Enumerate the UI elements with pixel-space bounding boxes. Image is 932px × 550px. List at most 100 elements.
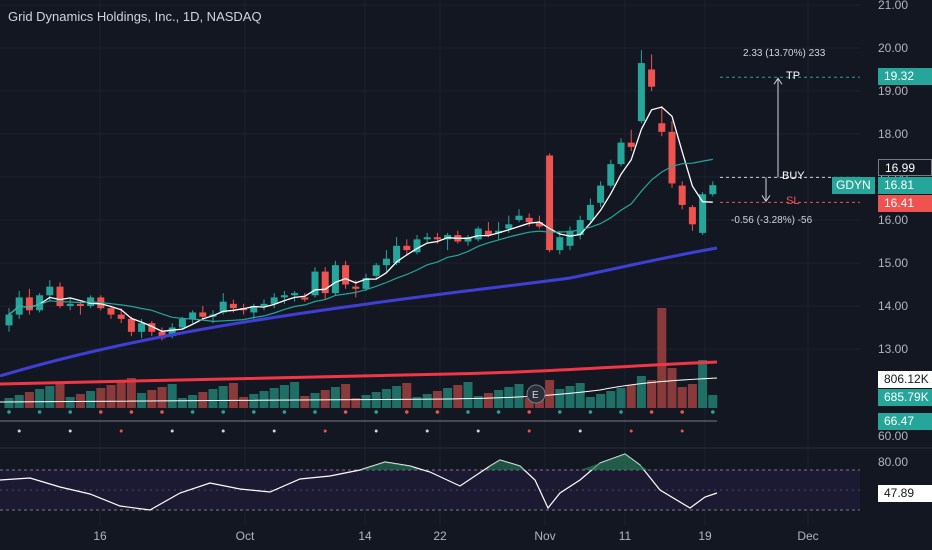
candle: [566, 230, 574, 246]
candle: [148, 323, 156, 332]
signal-dot-lower: [629, 429, 633, 433]
candle: [484, 230, 492, 236]
candle: [403, 245, 411, 251]
buy-label: BUY: [782, 170, 805, 182]
volume-bar: [494, 390, 504, 408]
candle: [76, 303, 84, 306]
volume-bar: [443, 388, 453, 408]
candle: [576, 220, 584, 236]
signal-dot-lower: [578, 429, 582, 433]
time-tick-label: Nov: [534, 529, 555, 543]
time-tick-label: Oct: [236, 529, 255, 543]
volume-bar: [167, 384, 177, 408]
volume-bar: [596, 394, 606, 408]
candle: [127, 318, 135, 332]
signal-dot: [588, 410, 593, 414]
signal-dot-lower: [221, 429, 225, 433]
sl-arrow-head: [761, 195, 771, 203]
candle: [678, 185, 686, 205]
candle: [311, 271, 319, 296]
volume-bar: [310, 393, 320, 408]
candle: [556, 237, 564, 251]
chart-title: Grid Dynamics Holdings, Inc., 1D, NASDAQ: [8, 9, 262, 24]
volume-label-1: 806.12K: [878, 371, 932, 388]
volume-bar: [24, 392, 34, 408]
rsi-pane: 80.00 60.00: [0, 429, 932, 511]
earnings-marker: [526, 384, 546, 404]
oscillator-tick-label: 80.00: [878, 455, 908, 469]
volume-bars: E: [0, 308, 718, 433]
price-tick-label: 19.00: [878, 84, 908, 98]
signal-dot: [711, 410, 715, 414]
candle: [36, 295, 44, 311]
signal-dot: [313, 410, 317, 414]
sl-label: SL: [786, 195, 800, 207]
volume-bar: [86, 391, 96, 408]
volume-bar: [545, 380, 555, 408]
candle: [352, 286, 360, 289]
volume-bar: [188, 395, 198, 408]
candle: [433, 237, 441, 240]
volume-bar: [96, 388, 106, 408]
tp-price-label: 19.32: [878, 68, 932, 85]
time-tick-label: 14: [358, 529, 372, 543]
volume-bar: [473, 396, 483, 408]
candle: [627, 142, 635, 147]
candle: [219, 301, 227, 313]
ma-fast-line: [8, 106, 713, 332]
candle: [688, 207, 696, 225]
signal-dot-lower: [323, 429, 327, 433]
candle: [331, 265, 339, 294]
volume-bar: [269, 388, 279, 408]
signal-dot: [435, 410, 440, 414]
volume-bar: [422, 394, 432, 408]
candle: [5, 314, 13, 326]
volume-bar: [208, 389, 218, 408]
rsi-overbought-fill: [486, 460, 525, 470]
volume-bar: [218, 386, 228, 408]
candle: [362, 278, 370, 289]
volume-bar: [45, 386, 55, 408]
candle: [280, 295, 288, 298]
volume-bar: [575, 383, 585, 408]
volume-bar: [106, 385, 116, 408]
volume-bar: [259, 391, 269, 408]
grid: [0, 0, 860, 525]
signal-dot: [7, 410, 11, 414]
price-tick-label: 14.00: [878, 299, 908, 313]
oscillator-tick-label: 60.00: [878, 429, 908, 443]
candle: [189, 312, 197, 319]
volume-bar: [116, 382, 126, 408]
candle: [56, 286, 64, 306]
candle: [382, 258, 390, 266]
moving-averages: [0, 106, 718, 378]
signal-dot-lower: [68, 429, 72, 433]
price-tick-label: 20.00: [878, 41, 908, 55]
volume-bar: [126, 378, 136, 408]
volume-bar: [249, 394, 259, 408]
volume-bar: [147, 390, 157, 408]
candle: [464, 237, 472, 242]
price-tick-label: 15.00: [878, 256, 908, 270]
sl-note: -0.56 (-3.28%) -56: [731, 215, 813, 226]
volume-bar: [279, 385, 289, 408]
volume-ma2-line: [0, 377, 718, 403]
time-tick-label: 11: [619, 529, 632, 543]
volume-bar: [412, 397, 422, 408]
volume-bar: [708, 395, 718, 408]
volume-bar: [300, 396, 310, 408]
volume-label-2: 685.79K: [878, 389, 932, 406]
candle: [158, 331, 166, 339]
volume-bar: [698, 360, 708, 408]
time-tick-label: 22: [433, 529, 447, 543]
volume-bar: [555, 389, 565, 408]
volume-bar: [524, 398, 534, 408]
candle: [505, 224, 513, 229]
signal-dot: [680, 410, 684, 414]
volume-bar: [177, 398, 187, 408]
volume-bar: [320, 390, 330, 408]
signal-dot: [374, 410, 379, 414]
signal-dot-lower: [272, 429, 276, 433]
candle: [699, 194, 707, 233]
